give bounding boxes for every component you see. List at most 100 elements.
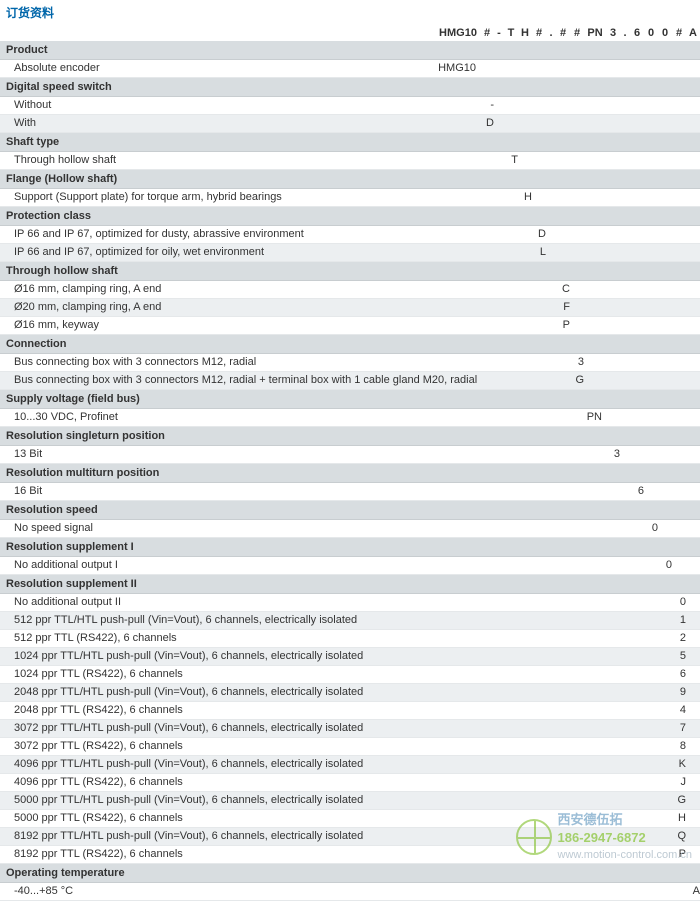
option-row: No additional output II0 <box>0 594 700 612</box>
code-header-cell: PN <box>584 27 606 39</box>
option-row: 512 ppr TTL/HTL push-pull (Vin=Vout), 6 … <box>0 612 700 630</box>
option-row: -40...+85 °CA <box>0 883 700 901</box>
section-header: Digital speed switch <box>0 78 700 97</box>
option-label: 5000 ppr TTL (RS422), 6 channels <box>0 810 672 827</box>
option-label: IP 66 and IP 67, optimized for oily, wet… <box>0 244 532 261</box>
option-row: Absolute encoderHMG10 <box>0 60 700 78</box>
option-label: Bus connecting box with 3 connectors M12… <box>0 372 570 389</box>
option-value: 3 <box>606 446 624 463</box>
code-header-cell: 6 <box>630 27 644 39</box>
section-header: Product <box>0 41 700 60</box>
option-label: Bus connecting box with 3 connectors M12… <box>0 354 570 371</box>
option-label: -40...+85 °C <box>0 883 686 900</box>
option-row: Through hollow shaftT <box>0 152 700 170</box>
option-label: 512 ppr TTL/HTL push-pull (Vin=Vout), 6 … <box>0 612 672 629</box>
option-value: F <box>556 299 574 316</box>
section-header: Operating temperature <box>0 864 700 883</box>
option-value: H <box>518 189 536 206</box>
option-label: Through hollow shaft <box>0 152 504 169</box>
option-value: 0 <box>672 594 690 611</box>
option-label: 3072 ppr TTL (RS422), 6 channels <box>0 738 672 755</box>
option-row: 1024 ppr TTL/HTL push-pull (Vin=Vout), 6… <box>0 648 700 666</box>
option-value: C <box>556 281 574 298</box>
option-label: 8192 ppr TTL/HTL push-pull (Vin=Vout), 6… <box>0 828 672 845</box>
option-label: No additional output I <box>0 557 658 574</box>
option-value: G <box>570 372 588 389</box>
option-row: 8192 ppr TTL (RS422), 6 channelsP <box>0 846 700 864</box>
option-label: 16 Bit <box>0 483 630 500</box>
section-header: Resolution speed <box>0 501 700 520</box>
option-row: 5000 ppr TTL/HTL push-pull (Vin=Vout), 6… <box>0 792 700 810</box>
section-header: Resolution supplement I <box>0 538 700 557</box>
section-header: Shaft type <box>0 133 700 152</box>
option-row: 16 Bit6 <box>0 483 700 501</box>
part-code-header: HMG10#-TH#.##PN3.600#A <box>0 25 700 41</box>
option-row: 2048 ppr TTL/HTL push-pull (Vin=Vout), 6… <box>0 684 700 702</box>
code-header-cell: # <box>672 27 686 39</box>
option-row: IP 66 and IP 67, optimized for oily, wet… <box>0 244 700 262</box>
option-value: G <box>672 792 690 809</box>
option-value: 7 <box>672 720 690 737</box>
option-label: 512 ppr TTL (RS422), 6 channels <box>0 630 672 647</box>
option-value: 8 <box>672 738 690 755</box>
code-header-cell: # <box>556 27 570 39</box>
option-value: A <box>686 883 700 900</box>
option-row: 3072 ppr TTL (RS422), 6 channels8 <box>0 738 700 756</box>
option-row: Bus connecting box with 3 connectors M12… <box>0 354 700 372</box>
section-header: Flange (Hollow shaft) <box>0 170 700 189</box>
section-header: Protection class <box>0 207 700 226</box>
option-row: 1024 ppr TTL (RS422), 6 channels6 <box>0 666 700 684</box>
option-label: 2048 ppr TTL (RS422), 6 channels <box>0 702 672 719</box>
code-header-cell: # <box>532 27 546 39</box>
option-value: T <box>504 152 522 169</box>
option-label: Ø16 mm, keyway <box>0 317 556 334</box>
option-row: 4096 ppr TTL/HTL push-pull (Vin=Vout), 6… <box>0 756 700 774</box>
option-value: 6 <box>630 483 648 500</box>
option-label: Absolute encoder <box>0 60 436 77</box>
option-row: Without- <box>0 97 700 115</box>
option-row: 5000 ppr TTL (RS422), 6 channelsH <box>0 810 700 828</box>
option-label: 3072 ppr TTL/HTL push-pull (Vin=Vout), 6… <box>0 720 672 737</box>
option-label: 2048 ppr TTL/HTL push-pull (Vin=Vout), 6… <box>0 684 672 701</box>
option-label: 8192 ppr TTL (RS422), 6 channels <box>0 846 672 863</box>
option-label: 4096 ppr TTL (RS422), 6 channels <box>0 774 672 791</box>
option-label: No speed signal <box>0 520 644 537</box>
option-row: Ø20 mm, clamping ring, A endF <box>0 299 700 317</box>
code-header-cell: # <box>480 27 494 39</box>
option-value: K <box>672 756 690 773</box>
section-header: Connection <box>0 335 700 354</box>
option-row: WithD <box>0 115 700 133</box>
section-header: Through hollow shaft <box>0 262 700 281</box>
section-header: Resolution supplement II <box>0 575 700 594</box>
option-value: 5 <box>672 648 690 665</box>
option-row: 2048 ppr TTL (RS422), 6 channels4 <box>0 702 700 720</box>
option-value: H <box>672 810 690 827</box>
code-header-cell: 3 <box>606 27 620 39</box>
code-header-cell: # <box>570 27 584 39</box>
option-value: D <box>480 115 498 132</box>
page-title: 订货资料 <box>0 0 700 25</box>
option-label: Ø16 mm, clamping ring, A end <box>0 281 556 298</box>
option-label: 10...30 VDC, Profinet <box>0 409 584 426</box>
option-row: No speed signal0 <box>0 520 700 538</box>
option-value: 3 <box>570 354 588 371</box>
option-value: - <box>480 97 498 114</box>
option-label: 1024 ppr TTL/HTL push-pull (Vin=Vout), 6… <box>0 648 672 665</box>
code-header-cell: T <box>504 27 518 39</box>
option-label: IP 66 and IP 67, optimized for dusty, ab… <box>0 226 532 243</box>
option-value: HMG10 <box>436 60 480 77</box>
option-row: Ø16 mm, keywayP <box>0 317 700 335</box>
option-row: Ø16 mm, clamping ring, A endC <box>0 281 700 299</box>
option-row: Support (Support plate) for torque arm, … <box>0 189 700 207</box>
option-value: 2 <box>672 630 690 647</box>
option-row: 3072 ppr TTL/HTL push-pull (Vin=Vout), 6… <box>0 720 700 738</box>
option-value: L <box>532 244 550 261</box>
option-row: 10...30 VDC, ProfinetPN <box>0 409 700 427</box>
option-value: D <box>532 226 550 243</box>
option-value: Q <box>672 828 690 845</box>
option-label: Ø20 mm, clamping ring, A end <box>0 299 556 316</box>
code-header-cell: 0 <box>658 27 672 39</box>
option-label: 4096 ppr TTL/HTL push-pull (Vin=Vout), 6… <box>0 756 672 773</box>
option-value: PN <box>584 409 606 426</box>
option-row: 8192 ppr TTL/HTL push-pull (Vin=Vout), 6… <box>0 828 700 846</box>
